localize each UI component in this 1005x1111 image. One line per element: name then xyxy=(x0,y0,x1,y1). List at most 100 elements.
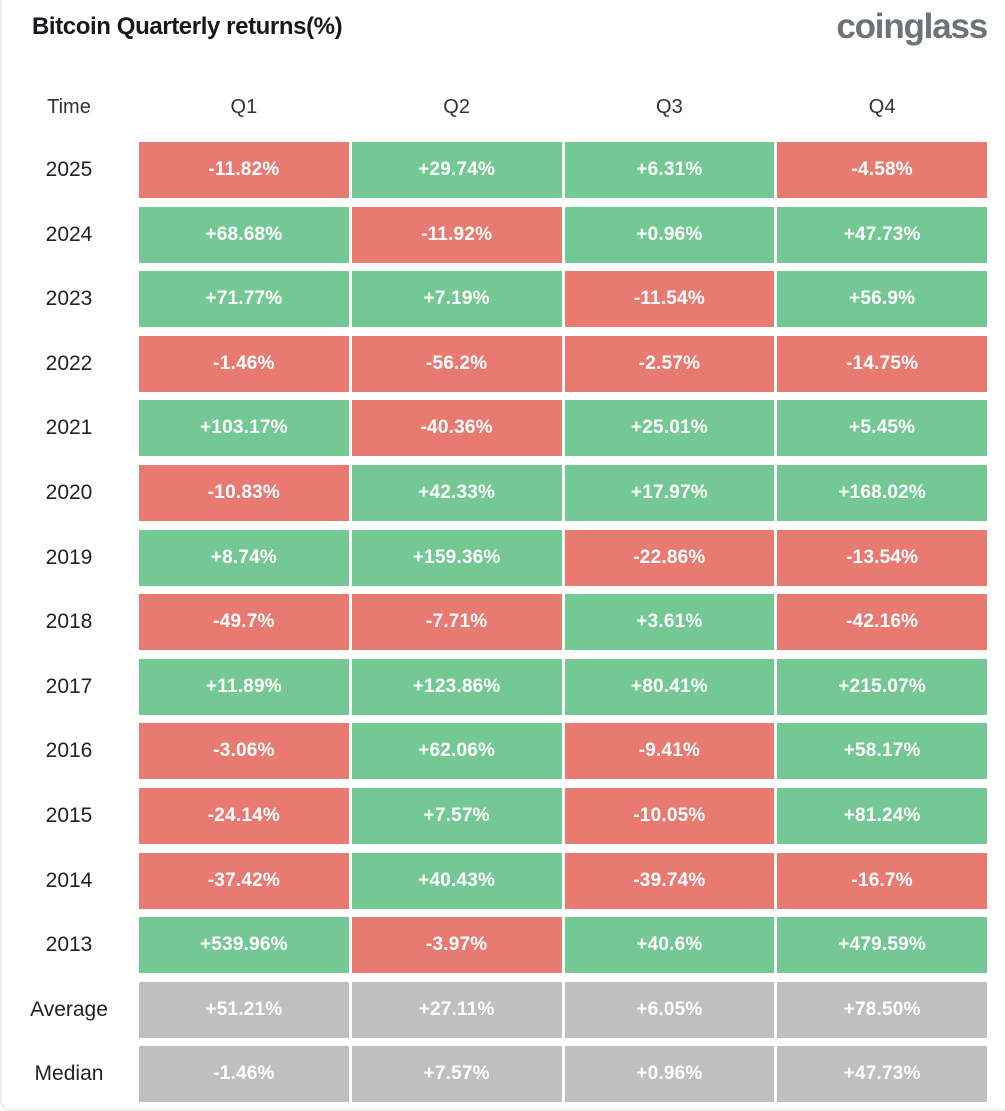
return-cell-2013-q4: +479.59% xyxy=(777,917,987,974)
return-cell-2014-q1: -37.42% xyxy=(139,852,349,909)
return-cell-2017-q4: +215.07% xyxy=(777,658,987,715)
table-row-median: Median -1.46% +7.57% +0.96% +47.73% xyxy=(2,1046,987,1103)
table-row-2013: 2013 +539.96% -3.97% +40.6% +479.59% xyxy=(2,917,987,974)
return-cell-2018-q2: -7.71% xyxy=(351,594,562,651)
table-row-2023: 2023 +71.77% +7.19% -11.54% +56.9% xyxy=(2,271,987,328)
row-label: 2022 xyxy=(45,351,93,375)
return-cell-2023-q3: -11.54% xyxy=(564,271,775,328)
table-row-2025: 2025 -11.82% +29.74% +6.31% -4.58% xyxy=(2,142,987,198)
column-header-q1: Q1 xyxy=(230,95,258,118)
return-cell-2024-q3: +0.96% xyxy=(564,206,775,263)
table-row-2021: 2021 +103.17% -40.36% +25.01% +5.45% xyxy=(2,400,987,457)
return-cell-2024-q4: +47.73% xyxy=(777,206,987,263)
return-cell-2022-q4: -14.75% xyxy=(777,335,987,392)
table-row-2019: 2019 +8.74% +159.36% -22.86% -13.54% xyxy=(2,529,987,586)
return-cell-average-q4: +78.50% xyxy=(777,981,987,1038)
return-cell-2016-q4: +58.17% xyxy=(777,723,987,780)
row-label: 2023 xyxy=(45,287,93,311)
return-cell-2016-q1: -3.06% xyxy=(139,723,349,780)
row-label: 2013 xyxy=(45,933,93,957)
return-cell-2018-q3: +3.61% xyxy=(564,594,775,651)
return-cell-2016-q2: +62.06% xyxy=(351,723,562,780)
return-cell-median-q3: +0.96% xyxy=(564,1046,775,1103)
return-cell-2024-q1: +68.68% xyxy=(139,206,349,263)
table-row-2017: 2017 +11.89% +123.86% +80.41% +215.07% xyxy=(2,658,987,715)
row-label: 2017 xyxy=(45,674,93,698)
returns-table-body: 2025 -11.82% +29.74% +6.31% -4.58% 2024 +68… xyxy=(2,142,1005,1103)
return-cell-2022-q2: -56.2% xyxy=(351,335,562,392)
row-label: 2024 xyxy=(45,222,93,246)
table-row-2020: 2020 -10.83% +42.33% +17.97% +168.02% xyxy=(2,464,987,521)
return-cell-2018-q4: -42.16% xyxy=(777,594,987,651)
return-cell-2025-q4: -4.58% xyxy=(777,142,987,198)
column-header-q2: Q2 xyxy=(443,95,470,118)
return-cell-2016-q3: -9.41% xyxy=(564,723,775,780)
return-cell-2025-q2: +29.74% xyxy=(351,142,562,198)
row-label: 2014 xyxy=(45,868,93,892)
return-cell-2014-q2: +40.43% xyxy=(351,852,562,909)
return-cell-2023-q2: +7.19% xyxy=(351,271,562,328)
return-cell-2022-q1: -1.46% xyxy=(139,335,349,392)
return-cell-2019-q1: +8.74% xyxy=(139,529,349,586)
coinglass-logo[interactable]: coinglass xyxy=(836,7,988,46)
return-cell-average-q3: +6.05% xyxy=(564,981,775,1038)
topbar: Bitcoin Quarterly returns(%) coinglass xyxy=(2,0,1005,55)
return-cell-2021-q4: +5.45% xyxy=(777,400,987,457)
table-row-2016: 2016 -3.06% +62.06% -9.41% +58.17% xyxy=(2,723,987,780)
return-cell-2024-q2: -11.92% xyxy=(351,206,562,263)
return-cell-2023-q4: +56.9% xyxy=(777,271,987,328)
table-row-2024: 2024 +68.68% -11.92% +0.96% +47.73% xyxy=(2,206,987,263)
return-cell-2023-q1: +71.77% xyxy=(139,271,349,328)
return-cell-2017-q2: +123.86% xyxy=(351,658,562,715)
row-label: 2019 xyxy=(45,545,93,569)
column-header-row: Time Q1 Q2 Q3 Q4 xyxy=(2,92,987,122)
return-cell-2019-q2: +159.36% xyxy=(351,529,562,586)
return-cell-2015-q2: +7.57% xyxy=(351,787,562,844)
row-label: 2020 xyxy=(45,480,93,504)
return-cell-2022-q3: -2.57% xyxy=(564,335,775,392)
return-cell-average-q1: +51.21% xyxy=(139,981,349,1038)
return-cell-2017-q3: +80.41% xyxy=(564,658,775,715)
return-cell-2025-q1: -11.82% xyxy=(139,142,349,198)
table-row-2014: 2014 -37.42% +40.43% -39.74% -16.7% xyxy=(2,852,987,909)
return-cell-2018-q1: -49.7% xyxy=(139,594,349,651)
return-cell-2014-q4: -16.7% xyxy=(777,852,987,909)
return-cell-2020-q4: +168.02% xyxy=(777,464,987,521)
return-cell-median-q1: -1.46% xyxy=(139,1046,349,1103)
return-cell-2021-q3: +25.01% xyxy=(564,400,775,457)
row-label: Average xyxy=(30,997,108,1021)
return-cell-2025-q3: +6.31% xyxy=(564,142,775,198)
return-cell-2020-q1: -10.83% xyxy=(139,464,349,521)
table-row-average: Average +51.21% +27.11% +6.05% +78.50% xyxy=(2,981,987,1038)
row-label: 2015 xyxy=(45,803,93,827)
column-header-time: Time xyxy=(47,95,91,118)
return-cell-2013-q2: -3.97% xyxy=(351,917,562,974)
return-cell-2015-q1: -24.14% xyxy=(139,787,349,844)
row-label: 2021 xyxy=(45,416,93,440)
return-cell-median-q2: +7.57% xyxy=(351,1046,562,1103)
row-label: 2016 xyxy=(45,739,93,763)
return-cell-median-q4: +47.73% xyxy=(777,1046,987,1103)
return-cell-2014-q3: -39.74% xyxy=(564,852,775,909)
return-cell-2015-q3: -10.05% xyxy=(564,787,775,844)
return-cell-2017-q1: +11.89% xyxy=(139,658,349,715)
return-cell-2021-q2: -40.36% xyxy=(351,400,562,457)
table-row-2015: 2015 -24.14% +7.57% -10.05% +81.24% xyxy=(2,787,987,844)
return-cell-2019-q3: -22.86% xyxy=(564,529,775,586)
return-cell-2015-q4: +81.24% xyxy=(777,787,987,844)
row-label: 2018 xyxy=(45,610,93,634)
return-cell-average-q2: +27.11% xyxy=(351,981,562,1038)
return-cell-2021-q1: +103.17% xyxy=(139,400,349,457)
row-label: Median xyxy=(34,1062,104,1086)
table-row-2018: 2018 -49.7% -7.71% +3.61% -42.16% xyxy=(2,594,987,651)
return-cell-2013-q1: +539.96% xyxy=(139,917,349,974)
row-label: 2025 xyxy=(45,158,93,181)
return-cell-2020-q2: +42.33% xyxy=(351,464,562,521)
return-cell-2020-q3: +17.97% xyxy=(564,464,775,521)
page-title: Bitcoin Quarterly returns(%) xyxy=(32,13,343,40)
column-header-q3: Q3 xyxy=(656,95,683,118)
column-header-q4: Q4 xyxy=(868,95,896,118)
return-cell-2019-q4: -13.54% xyxy=(777,529,987,586)
table-row-2022: 2022 -1.46% -56.2% -2.57% -14.75% xyxy=(2,335,987,392)
